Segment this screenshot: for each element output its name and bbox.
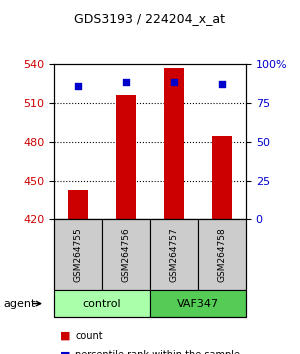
Bar (164, 68, 184, 219)
Text: GDS3193 / 224204_x_at: GDS3193 / 224204_x_at (74, 12, 226, 25)
Point (124, 80, 128, 85)
Text: GSM264757: GSM264757 (169, 228, 178, 282)
Text: percentile rank within the sample: percentile rank within the sample (75, 350, 240, 354)
Text: count: count (75, 331, 103, 341)
Point (172, 80, 176, 85)
Text: ■: ■ (60, 350, 70, 354)
Text: VAF347: VAF347 (177, 298, 219, 309)
Text: control: control (83, 298, 121, 309)
Text: ■: ■ (60, 331, 70, 341)
Text: GSM264755: GSM264755 (74, 228, 82, 282)
Bar (68, 190, 88, 219)
Point (76, 83, 80, 88)
Text: GSM264758: GSM264758 (218, 228, 226, 282)
Bar (116, 95, 136, 219)
Text: GSM264756: GSM264756 (122, 228, 130, 282)
Text: agent: agent (3, 298, 35, 309)
Bar (212, 136, 232, 219)
Point (220, 81, 224, 87)
